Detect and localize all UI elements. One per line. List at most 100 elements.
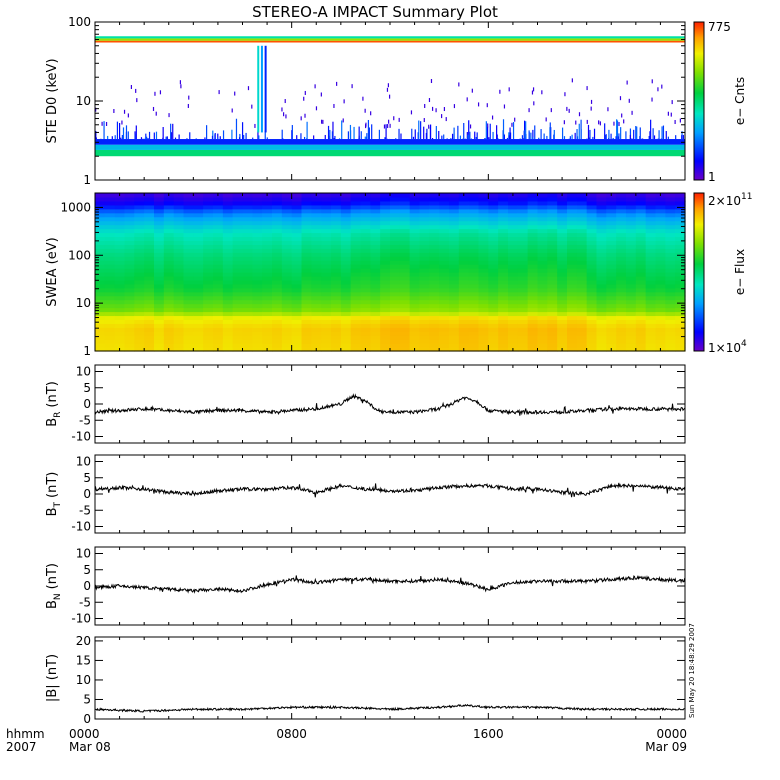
swea-cell (104, 283, 116, 289)
swea-cell (547, 220, 558, 226)
swea-cell (232, 331, 244, 336)
swea-cell (114, 232, 126, 238)
swea-cell (606, 244, 617, 249)
swea-cell (193, 315, 204, 320)
swea-cell (291, 200, 303, 206)
swea-cell (635, 279, 647, 285)
swea-cell (626, 283, 637, 289)
ste-speck (234, 91, 236, 96)
swea-cell (596, 252, 607, 257)
swea-cell (281, 307, 293, 313)
swea-cell (675, 193, 686, 198)
ste-noise-streak (604, 134, 606, 140)
swea-cell (596, 307, 607, 313)
swea-cell (655, 268, 666, 273)
swea-cell (124, 315, 135, 320)
swea-cell (458, 228, 470, 234)
swea-cell (213, 279, 224, 285)
swea-cell (370, 264, 381, 269)
swea-cell (645, 208, 657, 214)
swea-cell (626, 208, 637, 214)
swea-cell (517, 244, 529, 249)
swea-cell (537, 319, 548, 324)
swea-cell (508, 252, 519, 257)
swea-cell (291, 303, 303, 309)
swea-cell (173, 193, 185, 198)
swea-cell (645, 193, 657, 198)
bn-y-label-unit: (nT) (45, 563, 60, 589)
swea-cell (488, 283, 499, 289)
swea-cell (645, 264, 657, 269)
swea-cell (586, 323, 598, 328)
ste-speck (503, 104, 506, 109)
swea-cell (104, 196, 116, 202)
swea-cell (95, 240, 106, 245)
swea-cell (498, 244, 509, 249)
swea-cell (203, 220, 214, 226)
swea-cell (114, 303, 126, 309)
ste-noise-streak (648, 135, 650, 140)
swea-cell (222, 319, 234, 324)
ste-noise-streak (327, 125, 330, 140)
swea-cell (340, 295, 352, 301)
swea-cell (596, 299, 607, 305)
ste-speck (491, 115, 494, 120)
swea-cell (576, 291, 588, 297)
swea-cell (488, 200, 499, 206)
swea-cell (144, 200, 155, 206)
swea-cell (419, 256, 430, 261)
swea-cell (360, 224, 371, 230)
swea-cell (586, 287, 598, 293)
swea-cell (468, 343, 480, 348)
swea-cell (222, 256, 234, 261)
swea-cell (606, 287, 617, 293)
swea-cell (527, 236, 539, 241)
swea-cell (567, 208, 578, 214)
swea-cell (104, 208, 116, 214)
swea-cell (576, 347, 588, 352)
swea-cell (458, 252, 470, 257)
swea-cell (675, 299, 686, 305)
swea-cell (163, 272, 175, 277)
swea-cell (321, 193, 332, 198)
swea-cell (281, 311, 293, 317)
swea-cell (626, 244, 637, 249)
swea-cell (252, 319, 263, 324)
ste-noise-streak (667, 136, 669, 140)
ste-noise-streak (360, 131, 362, 140)
swea-cell (409, 331, 421, 336)
swea-cell (262, 236, 273, 241)
swea-cell (458, 224, 470, 230)
ste-speck (282, 112, 285, 117)
swea-cell (468, 315, 480, 320)
swea-cell (478, 311, 489, 317)
swea-cell (655, 208, 666, 214)
swea-cell (272, 268, 283, 273)
swea-cell (360, 279, 371, 285)
swea-cell (163, 283, 175, 289)
swea-cell (380, 323, 391, 328)
swea-cell (124, 208, 135, 214)
swea-cell (419, 193, 430, 198)
swea-cell (350, 240, 362, 245)
swea-cell (213, 343, 224, 348)
ste-noise-streak (650, 119, 652, 140)
swea-cell (390, 208, 401, 214)
swea-cell (458, 283, 470, 289)
swea-cell (95, 291, 106, 297)
swea-cell (517, 335, 529, 340)
swea-cell (340, 252, 352, 257)
swea-cell (458, 236, 470, 241)
swea-cell (301, 208, 312, 214)
swea-cell (232, 339, 244, 344)
swea-cell (478, 240, 489, 245)
swea-cell (547, 256, 558, 261)
swea-cell (213, 287, 224, 293)
swea-cell (409, 236, 421, 241)
swea-cell (399, 236, 411, 241)
swea-cell (645, 303, 657, 309)
ste-noise-streak (107, 135, 109, 140)
